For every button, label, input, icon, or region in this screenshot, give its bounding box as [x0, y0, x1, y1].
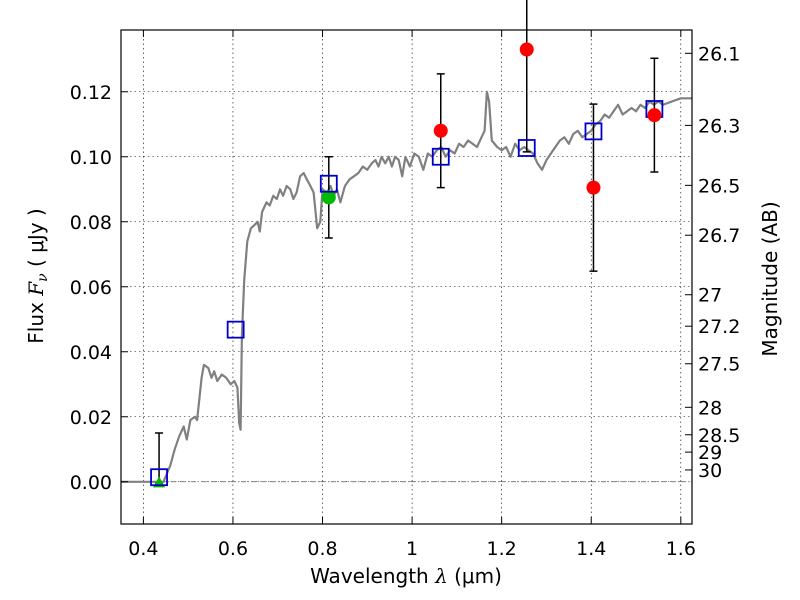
- detection-point: [586, 180, 601, 195]
- detection-point: [433, 123, 448, 138]
- tick-marks: [121, 30, 692, 524]
- x-axis-unit: (μm): [448, 564, 502, 588]
- mag-tick-label: 27: [698, 285, 722, 307]
- y2-axis-title: Magnitude (AB): [758, 201, 782, 356]
- model-bandpass-square: [584, 122, 603, 141]
- x-tick-label: 1: [406, 538, 418, 560]
- mag-tick-label: 30: [698, 460, 722, 482]
- model-bandpass-square: [150, 468, 168, 487]
- optical-detection-point: [321, 190, 336, 205]
- y-tick-label: 0.12: [70, 82, 112, 104]
- grid-lines: [121, 30, 692, 524]
- mag-tick-label: 28: [698, 397, 722, 419]
- y-tick-label: 0.10: [70, 147, 112, 169]
- plot-frame: [120, 29, 693, 525]
- y-tick-label: 0.02: [70, 407, 112, 429]
- mag-tick-label: 26.5: [698, 175, 740, 197]
- x-tick-label: 1.4: [576, 538, 606, 560]
- y-tick-label: 0.08: [70, 212, 112, 234]
- x-axis-title-prefix: Wavelength: [310, 564, 435, 588]
- y-axis-F: F: [24, 281, 48, 297]
- model-bandpass-square: [226, 320, 245, 339]
- x-axis-title: Wavelength λ (μm): [310, 564, 502, 588]
- y-tick-label: 0.04: [70, 342, 112, 364]
- mag-tick-label: 26.1: [698, 43, 740, 65]
- detection-point: [519, 42, 534, 57]
- mag-tick-label: 26.3: [698, 115, 740, 137]
- detection-point: [647, 108, 662, 123]
- y-axis-nu: ν: [35, 273, 51, 282]
- y-axis-title: Flux Fν ( μJy ): [24, 208, 51, 343]
- mag-tick-label: 27.2: [698, 316, 740, 338]
- x-tick-label: 0.8: [307, 538, 337, 560]
- x-tick-label: 0.4: [128, 538, 158, 560]
- model-sed-line: [121, 90, 692, 483]
- x-tick-label: 1.2: [487, 538, 517, 560]
- model-bandpass-square: [319, 174, 338, 193]
- y-tick-label: 0.00: [70, 472, 112, 494]
- y-tick-label: 0.06: [70, 277, 112, 299]
- series-layer: [121, 0, 692, 488]
- x-tick-label: 0.6: [218, 538, 248, 560]
- y-axis-title-prefix: Flux: [24, 296, 48, 344]
- model-bandpass-square: [431, 147, 450, 166]
- mag-tick-label: 28.5: [698, 425, 740, 447]
- mag-tick-label: 29: [698, 442, 722, 464]
- x-axis-lambda: λ: [434, 564, 448, 588]
- model-bandpass-square: [517, 139, 536, 157]
- y-axis-unit: ( μJy ): [24, 208, 48, 273]
- mag-tick-label: 27.5: [698, 354, 740, 376]
- x-tick-label: 1.6: [666, 538, 696, 560]
- mag-tick-label: 26.7: [698, 225, 740, 247]
